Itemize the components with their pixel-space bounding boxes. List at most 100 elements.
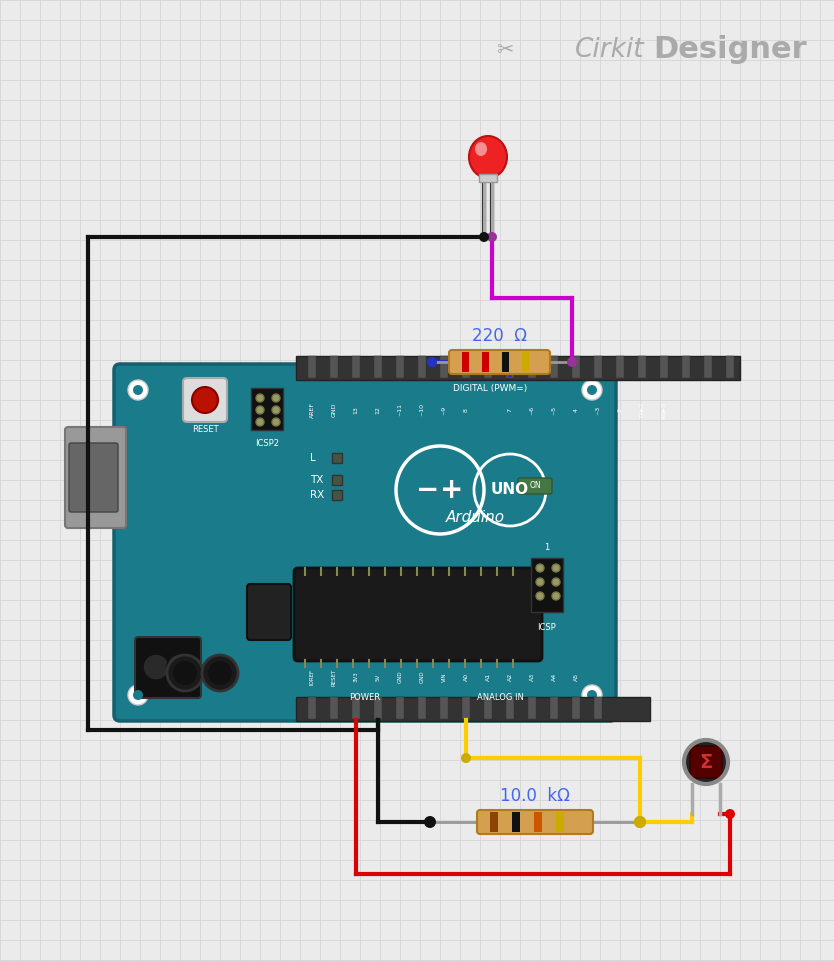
Text: ~5: ~5 [551, 406, 556, 414]
Text: L: L [310, 453, 316, 463]
Ellipse shape [475, 142, 487, 156]
Text: Designer: Designer [653, 36, 806, 64]
Text: 4: 4 [574, 408, 579, 412]
Circle shape [552, 578, 560, 586]
Circle shape [173, 661, 197, 685]
Bar [594, 697, 602, 719]
Circle shape [634, 816, 646, 828]
Bar [332, 475, 342, 485]
Text: 2: 2 [617, 408, 622, 412]
Bar [462, 697, 470, 719]
Text: −: − [416, 476, 440, 504]
Text: GND: GND [398, 671, 403, 683]
Text: ~9: ~9 [441, 406, 446, 414]
Text: RESET: RESET [331, 668, 336, 685]
Circle shape [192, 387, 218, 413]
Bar [484, 697, 492, 719]
Bar [352, 697, 360, 719]
Bar [572, 697, 580, 719]
Text: VIN: VIN [441, 673, 446, 681]
Text: DIGITAL (PWM=): DIGITAL (PWM=) [453, 383, 527, 392]
Circle shape [582, 685, 602, 705]
Circle shape [479, 232, 489, 242]
Circle shape [256, 406, 264, 414]
Circle shape [427, 357, 437, 367]
Bar [462, 352, 469, 372]
Bar [332, 453, 342, 463]
Bar [462, 356, 470, 378]
Text: ✂: ✂ [496, 40, 514, 60]
Bar [550, 356, 558, 378]
Text: 7: 7 [508, 408, 513, 412]
FancyBboxPatch shape [135, 637, 201, 698]
Circle shape [567, 357, 577, 367]
Circle shape [552, 564, 560, 572]
Text: 5V: 5V [375, 674, 380, 680]
FancyBboxPatch shape [296, 697, 650, 721]
Text: UNO: UNO [491, 482, 529, 498]
Bar [506, 697, 514, 719]
Text: ~6: ~6 [530, 406, 535, 414]
Circle shape [536, 592, 544, 600]
Bar [374, 356, 382, 378]
Circle shape [272, 418, 280, 426]
Bar [660, 356, 668, 378]
Circle shape [272, 406, 280, 414]
Bar [726, 356, 734, 378]
Circle shape [167, 654, 193, 680]
Bar [440, 356, 448, 378]
Circle shape [587, 385, 597, 395]
Text: IOREF: IOREF [309, 669, 314, 685]
Text: 10.0  kΩ: 10.0 kΩ [500, 787, 570, 805]
Text: ~10: ~10 [420, 404, 425, 416]
Circle shape [684, 740, 728, 784]
Circle shape [256, 394, 264, 402]
FancyBboxPatch shape [65, 427, 126, 528]
Bar [528, 697, 536, 719]
Bar [482, 352, 489, 372]
Circle shape [256, 418, 264, 426]
Bar [440, 697, 448, 719]
Bar [616, 356, 624, 378]
Circle shape [725, 809, 735, 819]
Text: ~11: ~11 [398, 404, 403, 416]
Circle shape [536, 564, 544, 572]
Text: A0: A0 [464, 673, 469, 681]
Bar [484, 356, 492, 378]
Text: ICSP: ICSP [538, 623, 556, 631]
FancyBboxPatch shape [294, 568, 542, 661]
Bar [682, 356, 690, 378]
FancyBboxPatch shape [183, 378, 227, 422]
Text: 13: 13 [354, 407, 359, 414]
Circle shape [202, 655, 238, 691]
FancyBboxPatch shape [251, 388, 283, 430]
Bar [332, 490, 342, 500]
Bar [512, 812, 520, 832]
Circle shape [128, 685, 148, 705]
Circle shape [272, 394, 280, 402]
Text: A1: A1 [485, 673, 490, 681]
Text: 220  Ω: 220 Ω [473, 327, 527, 345]
Bar [330, 697, 338, 719]
Bar [396, 697, 404, 719]
FancyBboxPatch shape [114, 364, 616, 721]
Text: ICSP2: ICSP2 [255, 439, 279, 449]
Text: POWER: POWER [349, 693, 380, 702]
Text: ON: ON [530, 481, 540, 490]
Text: 12: 12 [375, 407, 380, 414]
Text: Arduino: Arduino [445, 510, 505, 526]
Text: A5: A5 [574, 673, 579, 681]
Bar [506, 356, 514, 378]
Bar [352, 356, 360, 378]
Circle shape [552, 592, 560, 600]
Text: GND: GND [420, 671, 425, 683]
Text: ~3: ~3 [595, 406, 600, 414]
FancyBboxPatch shape [449, 350, 550, 374]
Circle shape [133, 385, 143, 395]
Text: TX: TX [310, 475, 324, 485]
Text: AREF: AREF [309, 402, 314, 418]
FancyBboxPatch shape [247, 584, 291, 640]
Text: ANALOG IN: ANALOG IN [476, 693, 524, 702]
Circle shape [634, 816, 646, 828]
Bar [396, 356, 404, 378]
